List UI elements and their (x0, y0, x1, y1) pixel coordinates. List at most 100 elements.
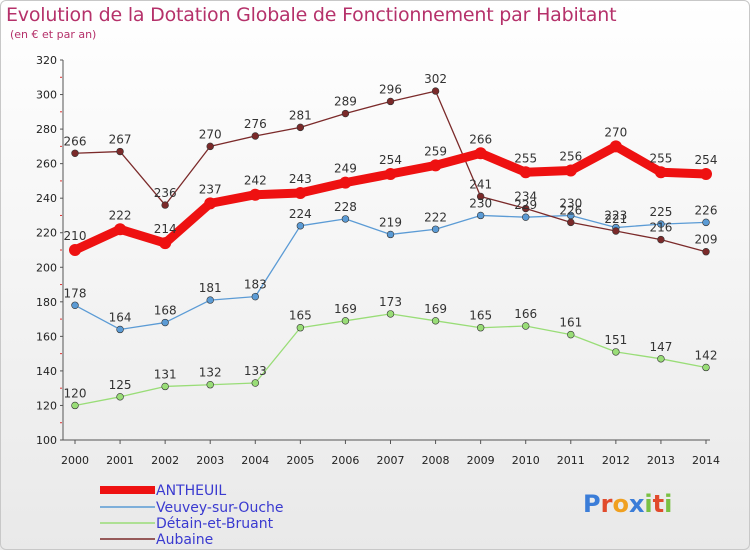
data-label: 223 (604, 209, 627, 223)
data-label: 254 (695, 153, 718, 167)
data-point (700, 168, 712, 180)
data-label: 266 (469, 132, 492, 146)
data-label: 221 (604, 212, 627, 226)
x-tick-label: 2006 (331, 454, 359, 467)
legend-label: Aubaine (156, 532, 213, 548)
data-point (294, 187, 307, 199)
y-tick-label: 200 (36, 261, 57, 274)
data-point (429, 159, 442, 172)
data-label: 259 (424, 144, 447, 158)
data-point (702, 218, 710, 227)
data-label: 230 (469, 196, 492, 210)
x-tick-label: 2012 (602, 454, 630, 467)
data-label: 222 (109, 208, 132, 222)
data-label: 125 (109, 378, 132, 392)
data-point (339, 176, 352, 189)
data-label: 209 (695, 233, 718, 247)
data-label: 224 (289, 207, 312, 221)
data-point (161, 201, 169, 209)
data-label: 249 (334, 162, 357, 176)
y-tick-label: 180 (36, 296, 57, 309)
data-point (564, 164, 577, 177)
data-label: 183 (244, 278, 267, 292)
data-label: 289 (334, 95, 357, 109)
data-point (341, 215, 350, 223)
data-point (296, 123, 305, 132)
logo-letter: t (652, 490, 665, 518)
data-label: 164 (109, 310, 132, 324)
data-point (476, 324, 485, 332)
data-point (341, 109, 350, 118)
data-label: 270 (604, 125, 627, 139)
data-label: 236 (154, 186, 177, 200)
data-point (522, 213, 530, 221)
data-point (522, 204, 530, 213)
data-label: 169 (334, 302, 357, 316)
data-point (386, 97, 395, 106)
data-label: 147 (649, 340, 672, 354)
data-point (71, 401, 79, 410)
data-label: 216 (649, 221, 672, 235)
x-tick-label: 2011 (557, 454, 585, 467)
legend: ANTHEUILVeuvey-sur-OucheDétain-et-Bruant… (100, 483, 284, 548)
data-label: 226 (695, 203, 718, 217)
logo-letter: i (664, 490, 673, 518)
data-point (476, 192, 485, 201)
x-tick-label: 2014 (692, 454, 720, 467)
logo-letter: r (600, 490, 613, 518)
x-tick-label: 2001 (106, 454, 134, 467)
data-label: 276 (244, 117, 267, 131)
data-label: 165 (469, 309, 492, 323)
data-label: 228 (334, 200, 357, 214)
data-point (206, 381, 214, 389)
data-label: 267 (109, 133, 132, 147)
data-point (69, 244, 81, 256)
data-point (341, 317, 350, 325)
data-label: 166 (514, 307, 537, 321)
y-tick-label: 260 (36, 158, 57, 171)
data-point (116, 147, 124, 156)
proxiti-logo: Proxiti (583, 490, 672, 518)
y-tick-label: 320 (36, 54, 57, 67)
data-point (386, 230, 395, 239)
data-point (702, 248, 710, 256)
data-point (431, 225, 440, 233)
y-tick-label: 280 (36, 123, 57, 136)
data-label: 254 (379, 153, 402, 167)
legend-label: ANTHEUIL (156, 483, 226, 499)
data-point (296, 222, 305, 230)
data-label: 241 (469, 177, 492, 191)
data-point (702, 363, 710, 372)
data-label: 120 (64, 386, 87, 400)
data-label: 296 (379, 82, 402, 96)
data-label: 210 (64, 229, 87, 243)
x-tick-label: 2010 (512, 454, 540, 467)
data-point (431, 87, 440, 95)
chart-title: Evolution de la Dotation Globale de Fonc… (6, 4, 617, 26)
data-point (384, 168, 397, 180)
data-point (206, 142, 214, 151)
logo-letter: o (612, 490, 629, 518)
data-label: 256 (559, 150, 582, 164)
x-tick-label: 2005 (286, 454, 314, 467)
data-point (204, 197, 217, 210)
data-label: 242 (244, 174, 267, 188)
data-label: 281 (289, 108, 312, 122)
data-point (251, 132, 259, 140)
data-point (161, 318, 169, 327)
data-label: 219 (379, 215, 402, 229)
data-point (114, 223, 127, 236)
data-point (474, 147, 487, 160)
data-label: 266 (64, 134, 87, 148)
data-point (654, 166, 667, 179)
data-point (251, 379, 259, 387)
y-tick-label: 100 (36, 434, 57, 447)
data-point (116, 393, 124, 401)
data-point (657, 235, 665, 244)
data-label: 237 (199, 182, 222, 196)
data-point (612, 227, 620, 235)
data-label: 173 (379, 295, 402, 309)
data-point (116, 325, 124, 334)
data-point (251, 292, 259, 301)
